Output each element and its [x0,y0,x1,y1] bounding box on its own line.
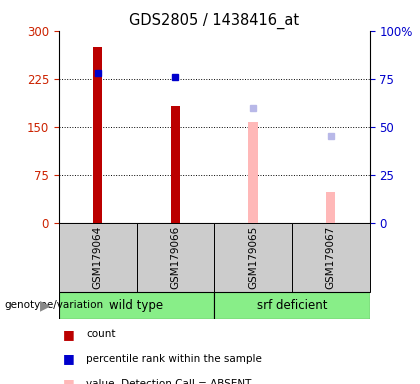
Text: GSM179065: GSM179065 [248,226,258,289]
Text: ■: ■ [63,328,75,341]
Text: ■: ■ [63,353,75,366]
Bar [326,192,336,223]
Text: genotype/variation: genotype/variation [4,300,103,310]
Bar [59,292,214,319]
Bar [93,47,102,223]
Bar [214,223,292,292]
Text: ■: ■ [63,377,75,384]
Text: wild type: wild type [110,299,163,312]
Text: GSM179067: GSM179067 [326,226,336,289]
Text: count: count [86,329,116,339]
Text: value, Detection Call = ABSENT: value, Detection Call = ABSENT [86,379,252,384]
Bar [136,223,214,292]
Bar [214,292,370,319]
Bar [171,106,180,223]
Text: GSM179064: GSM179064 [93,226,102,289]
Text: GSM179066: GSM179066 [171,226,180,289]
Title: GDS2805 / 1438416_at: GDS2805 / 1438416_at [129,13,299,29]
Text: srf deficient: srf deficient [257,299,327,312]
Bar [248,122,258,223]
Bar [292,223,370,292]
Text: ▶: ▶ [40,298,50,312]
Bar [59,223,136,292]
Text: percentile rank within the sample: percentile rank within the sample [86,354,262,364]
